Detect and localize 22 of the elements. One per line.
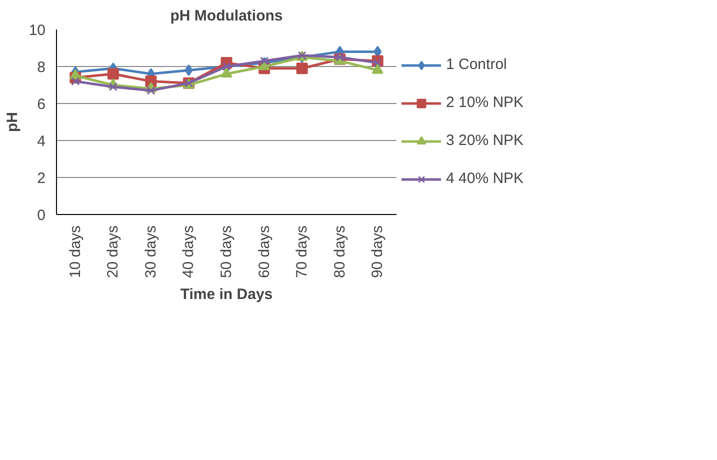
legend-label: 2 10% NPK [446,94,524,111]
x-tick-label: 50 days [218,225,235,278]
chart-title: pH Modulations [170,8,283,24]
y-tick-label: 0 [37,207,46,224]
legend-label: 4 40% NPK [446,170,524,187]
x-tick-label: 30 days [142,225,160,278]
x-tick-label: 70 days [294,225,311,278]
x-tick-label: 60 days [256,225,273,278]
y-tick-label: 6 [37,96,46,113]
x-tick-label: 10 days [66,225,84,278]
legend-label: 3 20% NPK [446,132,524,149]
x-tick-label: 80 days [331,225,348,278]
x-tick-label: 40 days [180,225,198,278]
x-tick-label: 90 days [369,225,386,278]
y-axis-title: pH [4,112,21,132]
y-tick-label: 2 [37,170,46,187]
y-tick-label: 4 [37,133,46,150]
x-axis-title: Time in Days [180,286,273,304]
y-tick-label: 8 [37,59,46,76]
x-tick-label: 20 days [104,225,122,278]
legend-label: 1 Control [446,56,507,73]
y-tick-label: 10 [28,22,46,39]
